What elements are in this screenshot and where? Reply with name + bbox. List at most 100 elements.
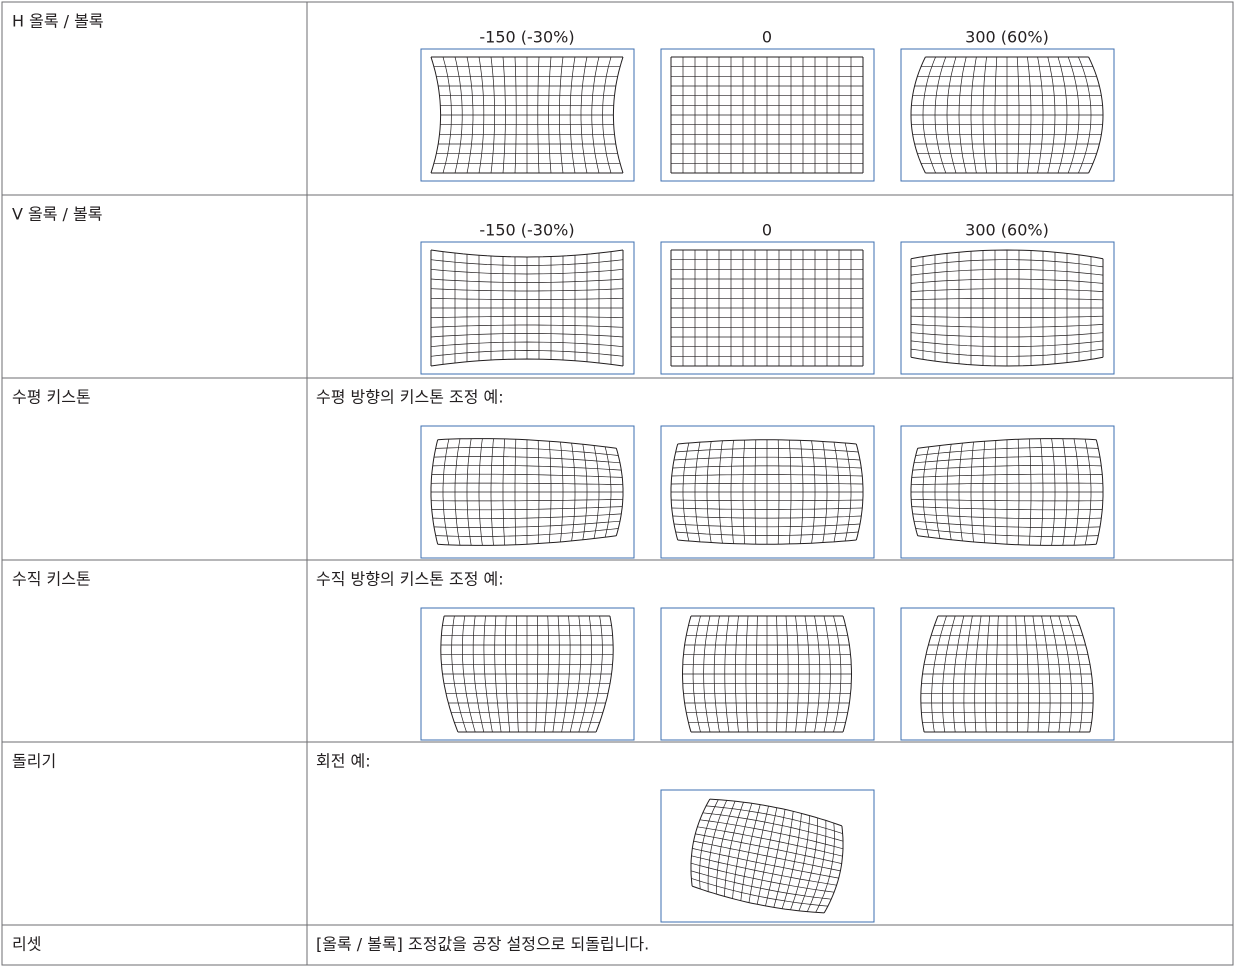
grid-line — [690, 870, 832, 900]
grid-line — [823, 825, 844, 914]
grid-line — [430, 268, 624, 275]
row-description: 회전 예: — [316, 752, 371, 771]
grid-line — [911, 473, 1103, 478]
grid-line — [913, 456, 1101, 464]
grid-line — [673, 523, 861, 528]
caption: -150 (-30%) — [479, 28, 574, 47]
grid-line — [911, 506, 1103, 511]
grid-illustration — [420, 607, 635, 741]
grid-line — [692, 848, 839, 879]
grid-line — [695, 833, 842, 864]
grid-illustration — [420, 425, 635, 559]
grid-line — [691, 885, 825, 914]
row-label: 리셋 — [12, 935, 41, 954]
grid-illustration — [660, 607, 875, 741]
grid-line — [910, 297, 1104, 301]
grid-line — [912, 464, 1102, 471]
grid-line — [432, 464, 622, 471]
grid-illustration — [900, 241, 1115, 375]
grid-line — [671, 482, 863, 485]
caption: -150 (-30%) — [479, 221, 574, 240]
caption: 0 — [762, 221, 772, 240]
grid-line — [691, 855, 837, 886]
grid-illustration — [900, 425, 1115, 559]
grid-line — [673, 456, 861, 461]
grid-illustration — [660, 425, 875, 559]
grid-line — [915, 447, 1099, 456]
grid-illustration — [660, 48, 875, 182]
grid-line — [910, 259, 1104, 268]
grid-line — [693, 840, 841, 872]
grid-line — [430, 358, 624, 367]
row-label: 수평 키스톤 — [12, 388, 91, 407]
grid-line — [435, 528, 619, 537]
row-label: H 올록 / 볼록 — [12, 12, 104, 31]
grid-line — [690, 862, 835, 893]
grid-line — [433, 456, 621, 464]
grid-line — [910, 348, 1104, 357]
grid-line — [910, 340, 1104, 348]
grid-line — [699, 819, 844, 850]
grid-line — [677, 539, 857, 545]
grid-line — [672, 465, 862, 469]
grid-line — [430, 297, 624, 300]
row-label: 수직 키스톤 — [12, 570, 91, 589]
grid-line — [912, 513, 1102, 520]
grid-illustration — [660, 789, 875, 923]
grid-line — [432, 513, 622, 520]
grid-line — [430, 333, 624, 338]
grid-line — [430, 249, 624, 258]
caption: 300 (60%) — [965, 28, 1049, 47]
grid-line — [910, 288, 1104, 292]
grid-line — [435, 447, 619, 456]
grid-line — [913, 520, 1101, 528]
row-description: 수평 방향의 키스톤 조정 예: — [316, 388, 504, 407]
grid-illustration — [420, 241, 635, 375]
grid-illustration — [900, 607, 1115, 741]
row-label: 돌리기 — [12, 752, 56, 771]
grid-line — [917, 535, 1097, 546]
grid-line — [911, 482, 1103, 486]
grid-illustration — [420, 48, 635, 182]
grid-line — [675, 531, 859, 536]
grid-line — [431, 473, 623, 478]
grid-line — [437, 438, 617, 449]
grid-line — [431, 506, 623, 511]
grid-line — [612, 56, 624, 174]
grid-line — [691, 878, 828, 907]
grid-line — [430, 259, 624, 266]
grid-line — [671, 474, 863, 477]
grid-line — [430, 288, 624, 292]
grid-line — [911, 498, 1103, 502]
grid-line — [675, 448, 859, 453]
grid-line — [915, 528, 1099, 537]
grid-illustration — [900, 48, 1115, 182]
grid-line — [910, 315, 1104, 319]
grid-line — [910, 332, 1104, 338]
grid-line — [672, 515, 862, 519]
grid-line — [430, 341, 624, 348]
grid-line — [910, 356, 1104, 367]
row-description: 수직 방향의 키스톤 조정 예: — [316, 570, 504, 589]
grid-line — [910, 249, 1104, 260]
grid-line — [709, 798, 843, 827]
grid-line — [677, 439, 857, 445]
caption: 300 (60%) — [965, 221, 1049, 240]
grid-line — [671, 507, 863, 510]
row-description: [올록 / 볼록] 조정값을 공장 설정으로 되돌립니다. — [316, 935, 649, 954]
grid-line — [430, 278, 624, 283]
grid-line — [430, 350, 624, 357]
grid-line — [706, 805, 843, 834]
grid-line — [697, 826, 843, 857]
row-label: V 올록 / 볼록 — [12, 205, 102, 224]
grid-line — [910, 324, 1104, 328]
grid-line — [910, 278, 1104, 284]
grid-line — [702, 812, 844, 842]
grid-line — [671, 499, 863, 502]
grid-line — [437, 535, 617, 546]
grid-illustration — [660, 241, 875, 375]
grid-line — [430, 316, 624, 319]
caption: 0 — [762, 28, 772, 47]
